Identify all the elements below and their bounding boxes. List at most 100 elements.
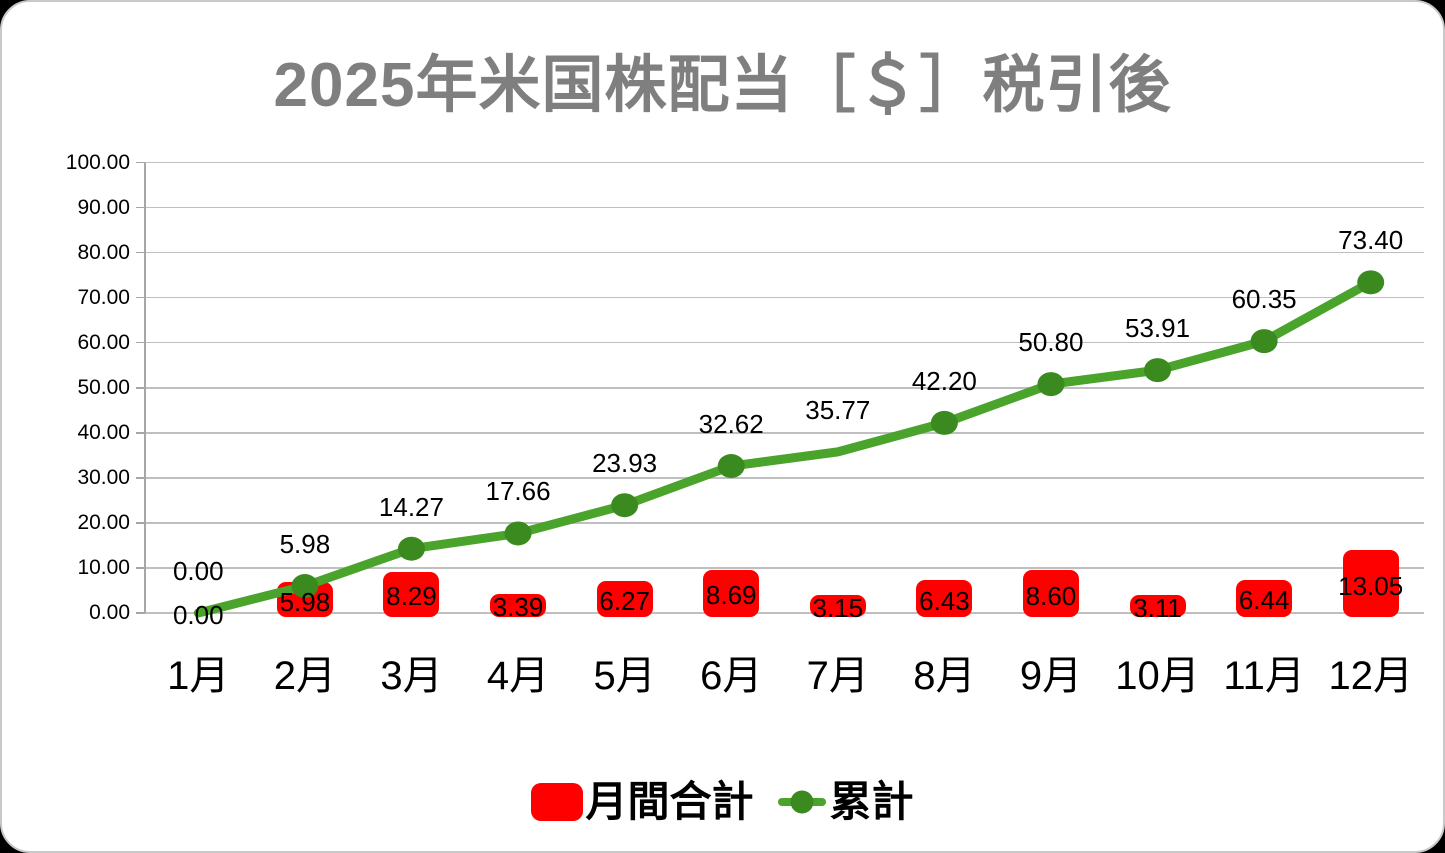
cumulative-marker-icon: [1357, 270, 1385, 295]
y-axis-label: 70.00: [77, 285, 130, 309]
cumulative-point-label: 73.40: [1338, 225, 1404, 256]
x-axis-label: 8月: [913, 654, 976, 698]
monthly-bar-label: 8.69: [705, 580, 757, 611]
cumulative-point-label: 42.20: [911, 365, 977, 396]
cumulative-marker-icon: [291, 574, 319, 599]
y-axis-tick: [136, 387, 145, 389]
y-axis-label: 10.00: [77, 555, 130, 579]
x-axis-label: 7月: [806, 654, 869, 698]
gridline: [145, 522, 1424, 524]
x-axis-label: 4月: [486, 654, 550, 698]
monthly-bar-label: 0.00: [172, 600, 224, 630]
cumulative-marker-icon: [717, 454, 745, 479]
legend-label-cumulative: 累計: [829, 778, 914, 825]
cumulative-point-label: 53.91: [1124, 313, 1191, 344]
monthly-bar: [490, 593, 547, 617]
gridline: [145, 612, 1424, 614]
monthly-bar: [383, 571, 440, 617]
cumulative-marker-icon: [1144, 358, 1172, 383]
x-axis-label: 10月: [1115, 654, 1200, 698]
y-axis-tick: [136, 477, 145, 479]
x-axis-label: 6月: [700, 654, 763, 698]
monthly-bar-label: 3.15: [812, 592, 864, 623]
gridline: [145, 567, 1424, 569]
y-axis-label: 90.00: [77, 195, 130, 219]
x-axis-label: 3月: [380, 654, 443, 698]
monthly-bar-label: 8.29: [386, 581, 437, 612]
cumulative-point-label: 23.93: [592, 448, 658, 479]
y-axis-label: 80.00: [77, 240, 130, 264]
x-axis-label: 1月: [167, 654, 230, 698]
y-axis-tick: [136, 161, 145, 164]
monthly-bar: [703, 569, 760, 617]
x-axis-label: 11月: [1223, 654, 1305, 698]
y-axis-tick: [136, 612, 145, 614]
monthly-bar: [1129, 594, 1186, 617]
legend-item-monthly: 月間合計: [531, 776, 754, 828]
monthly-bar-label: 3.11: [1133, 592, 1182, 623]
monthly-bar: [1342, 550, 1399, 617]
monthly-bar: [809, 594, 866, 617]
x-axis-label: 12月: [1328, 654, 1413, 698]
cumulative-marker-icon: [397, 536, 425, 561]
cumulative-marker-icon: [930, 410, 958, 435]
monthly-bar-label: 6.44: [1238, 585, 1290, 616]
y-axis-line: [144, 162, 146, 613]
gridline: [145, 251, 1424, 254]
cumulative-point-label: 60.35: [1231, 284, 1297, 315]
monthly-bar: [596, 580, 653, 617]
cumulative-line: [193, 277, 1376, 618]
cumulative-marker-icon: [1037, 372, 1065, 397]
y-axis-tick: [136, 341, 145, 344]
cumulative-point-label: 32.62: [698, 409, 764, 440]
monthly-bar-label: 6.27: [599, 585, 650, 616]
cumulative-point-label: 50.80: [1018, 327, 1084, 358]
chart-title: 2025年米国株配当［＄］税引後: [273, 51, 1172, 120]
monthly-bar: [1022, 570, 1079, 617]
gridline: [145, 161, 1424, 164]
gridline: [145, 387, 1424, 389]
gridline: [145, 477, 1424, 479]
monthly-bar: [1236, 579, 1293, 617]
cumulative-point-label: 0.00: [172, 556, 224, 586]
y-axis-tick: [136, 206, 145, 209]
monthly-bar-label: 5.98: [279, 586, 331, 617]
y-axis-tick: [136, 251, 145, 254]
gridline: [145, 341, 1424, 344]
cumulative-marker-icon: [611, 493, 639, 518]
cumulative-point-label: 17.66: [485, 476, 551, 507]
gridline: [145, 206, 1424, 209]
y-axis-label: 100.00: [65, 150, 130, 174]
y-axis-label: 20.00: [77, 510, 130, 534]
y-axis-label: 50.00: [77, 375, 130, 399]
monthly-bar-label: 13.05: [1338, 570, 1404, 601]
y-axis-tick: [136, 522, 145, 524]
legend: 月間合計 累計: [2, 776, 1443, 828]
cumulative-marker-icon: [1250, 329, 1278, 354]
y-axis-tick: [136, 296, 145, 299]
y-axis-tick: [136, 432, 145, 434]
cumulative-point-label: 35.77: [805, 394, 871, 425]
y-axis-label: 0.00: [89, 601, 130, 624]
cumulative-point-label: 5.98: [279, 529, 331, 560]
monthly-bar-label: 6.43: [919, 585, 970, 616]
monthly-bar-label: 8.60: [1025, 580, 1077, 611]
legend-item-cumulative: 累計: [777, 776, 914, 828]
cumulative-series-swatch-icon: [777, 790, 826, 814]
monthly-bar: [916, 580, 973, 617]
cumulative-point-label: 14.27: [378, 491, 444, 522]
x-axis-label: 9月: [1019, 654, 1083, 698]
monthly-bar-label: 3.39: [492, 592, 544, 623]
gridline: [145, 296, 1424, 299]
x-axis-label: 2月: [273, 654, 336, 698]
y-axis-label: 30.00: [77, 465, 130, 489]
gridline: [145, 432, 1424, 434]
y-axis-label: 40.00: [77, 420, 130, 444]
cumulative-series-marker-icon: [790, 790, 813, 814]
x-axis-label: 5月: [593, 654, 656, 698]
y-axis-tick: [136, 567, 145, 569]
y-axis-label: 60.00: [77, 330, 130, 354]
